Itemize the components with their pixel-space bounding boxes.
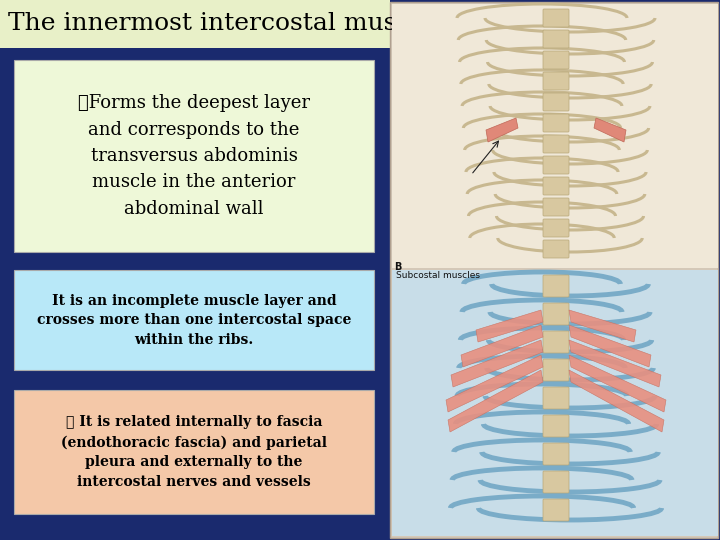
FancyBboxPatch shape [543, 9, 569, 27]
FancyBboxPatch shape [390, 2, 718, 538]
Polygon shape [476, 310, 543, 342]
FancyBboxPatch shape [543, 415, 569, 437]
FancyBboxPatch shape [543, 156, 569, 174]
Text: ➤ It is related internally to fascia
(endothoracic fascia) and parietal
pleura a: ➤ It is related internally to fascia (en… [61, 415, 327, 489]
Polygon shape [446, 355, 543, 412]
Text: The innermost intercostal muscle: The innermost intercostal muscle [8, 12, 433, 36]
FancyBboxPatch shape [14, 270, 374, 370]
FancyBboxPatch shape [543, 72, 569, 90]
FancyBboxPatch shape [543, 219, 569, 237]
Polygon shape [569, 340, 661, 387]
FancyBboxPatch shape [543, 275, 569, 297]
Text: ➤Forms the deepest layer
and corresponds to the
transversus abdominis
muscle in : ➤Forms the deepest layer and corresponds… [78, 94, 310, 218]
FancyBboxPatch shape [0, 0, 390, 48]
FancyBboxPatch shape [392, 4, 718, 268]
FancyBboxPatch shape [543, 359, 569, 381]
FancyBboxPatch shape [543, 303, 569, 325]
Polygon shape [569, 310, 636, 342]
FancyBboxPatch shape [543, 114, 569, 132]
FancyBboxPatch shape [543, 135, 569, 153]
FancyBboxPatch shape [0, 48, 390, 540]
Polygon shape [461, 325, 543, 367]
FancyBboxPatch shape [543, 177, 569, 195]
Polygon shape [569, 325, 651, 367]
Polygon shape [569, 355, 666, 412]
Polygon shape [448, 370, 543, 432]
FancyBboxPatch shape [14, 390, 374, 514]
Polygon shape [594, 118, 626, 142]
FancyBboxPatch shape [543, 240, 569, 258]
FancyBboxPatch shape [543, 198, 569, 216]
FancyBboxPatch shape [543, 387, 569, 409]
FancyBboxPatch shape [543, 499, 569, 521]
Text: B: B [394, 262, 401, 272]
Polygon shape [451, 340, 543, 387]
FancyBboxPatch shape [543, 51, 569, 69]
FancyBboxPatch shape [543, 443, 569, 465]
Polygon shape [486, 118, 518, 142]
FancyBboxPatch shape [543, 471, 569, 493]
FancyBboxPatch shape [392, 270, 718, 536]
Text: It is an incomplete muscle layer and
crosses more than one intercostal space
wit: It is an incomplete muscle layer and cro… [37, 294, 351, 347]
Polygon shape [569, 370, 664, 432]
FancyBboxPatch shape [543, 331, 569, 353]
FancyBboxPatch shape [14, 60, 374, 252]
FancyBboxPatch shape [543, 93, 569, 111]
FancyBboxPatch shape [543, 30, 569, 48]
Text: Subcostal muscles: Subcostal muscles [396, 271, 480, 280]
